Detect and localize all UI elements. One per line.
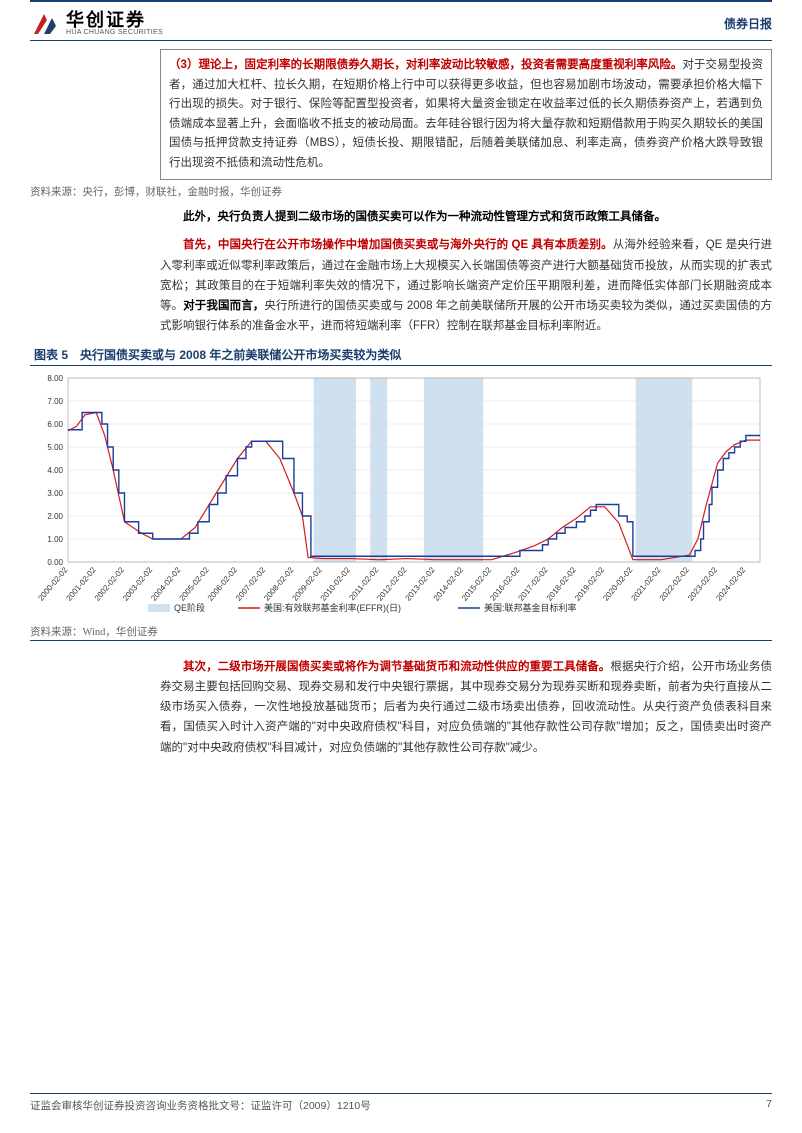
content: （3）理论上，固定利率的长期限债券久期长，对利率波动比较敏感，投资者需要高度重视…	[0, 49, 802, 758]
svg-text:3.00: 3.00	[47, 489, 63, 498]
svg-text:8.00: 8.00	[47, 374, 63, 383]
box-body: 对于交易型投资者，通过加大杠杆、拉长久期，在短期价格上行中可以获得更多收益，但也…	[169, 59, 763, 169]
chart-title-rule	[30, 365, 772, 366]
svg-text:0.00: 0.00	[47, 558, 63, 567]
logo-en: HUA CHUANG SECURITIES	[66, 29, 163, 36]
header: 华创证券 HUA CHUANG SECURITIES 债券日报	[0, 2, 802, 40]
page-number: 7	[766, 1098, 772, 1113]
svg-text:1.00: 1.00	[47, 535, 63, 544]
para-3: 其次，二级市场开展国债买卖或将作为调节基础货币和流动性供应的重要工具储备。根据央…	[30, 657, 772, 758]
logo-cn: 华创证券	[66, 11, 163, 29]
para-1: 此外，央行负责人提到二级市场的国债买卖可以作为一种流动性管理方式和货币政策工具储…	[30, 207, 772, 227]
para3-lead: 其次，二级市场开展国债买卖或将作为调节基础货币和流动性供应的重要工具储备。	[183, 661, 610, 673]
logo-text: 华创证券 HUA CHUANG SECURITIES	[66, 11, 163, 36]
chart-source-rule	[30, 640, 772, 641]
svg-text:美国:联邦基金目标利率: 美国:联邦基金目标利率	[484, 602, 577, 613]
para3-body: 根据央行介绍，公开市场业务债券交易主要包括回购交易、现券交易和发行中央银行票据，…	[160, 661, 772, 754]
logo-mark	[30, 8, 60, 38]
page: 华创证券 HUA CHUANG SECURITIES 债券日报 （3）理论上，固…	[0, 0, 802, 1133]
footer-left: 证监会审核华创证券投资咨询业务资格批文号：证监许可（2009）1210号	[30, 1098, 371, 1113]
svg-text:6.00: 6.00	[47, 420, 63, 429]
highlight-box: （3）理论上，固定利率的长期限债券久期长，对利率波动比较敏感，投资者需要高度重视…	[160, 49, 772, 180]
svg-text:5.00: 5.00	[47, 443, 63, 452]
box-highlight: （3）理论上，固定利率的长期限债券久期长，对利率波动比较敏感，投资者需要高度重视…	[169, 59, 682, 71]
para1-lead: 此外，央行负责人提到二级市场的国债买卖可以作为一种流动性管理方式和货币政策工具储…	[183, 211, 666, 223]
para2-lead: 首先，中国央行在公开市场操作中增加国债买卖或与海外央行的 QE 具有本质差别。	[183, 239, 613, 251]
chart-title: 图表 5 央行国债买卖或与 2008 年之前美联储公开市场买卖较为类似	[30, 346, 772, 363]
svg-text:QE阶段: QE阶段	[174, 602, 205, 613]
header-underline	[30, 40, 772, 41]
svg-text:美国:有效联邦基金利率(EFFR)(日): 美国:有效联邦基金利率(EFFR)(日)	[264, 602, 401, 613]
svg-text:2024-02-02: 2024-02-02	[714, 565, 748, 603]
svg-text:2.00: 2.00	[47, 512, 63, 521]
chart: 0.001.002.003.004.005.006.007.008.002000…	[30, 370, 772, 620]
para-2: 首先，中国央行在公开市场操作中增加国债买卖或与海外央行的 QE 具有本质差别。从…	[30, 235, 772, 336]
footer-rule	[30, 1093, 772, 1094]
source-1: 资料来源：央行，彭博，财联社，金融时报，华创证券	[30, 184, 772, 199]
svg-text:7.00: 7.00	[47, 397, 63, 406]
header-category: 债券日报	[724, 15, 772, 32]
svg-text:4.00: 4.00	[47, 466, 63, 475]
footer: 证监会审核华创证券投资咨询业务资格批文号：证监许可（2009）1210号 7	[0, 1093, 802, 1113]
para2-lead2: 对于我国而言，	[183, 300, 264, 312]
chart-source: 资料来源：Wind，华创证券	[30, 624, 772, 639]
logo: 华创证券 HUA CHUANG SECURITIES	[30, 8, 163, 38]
